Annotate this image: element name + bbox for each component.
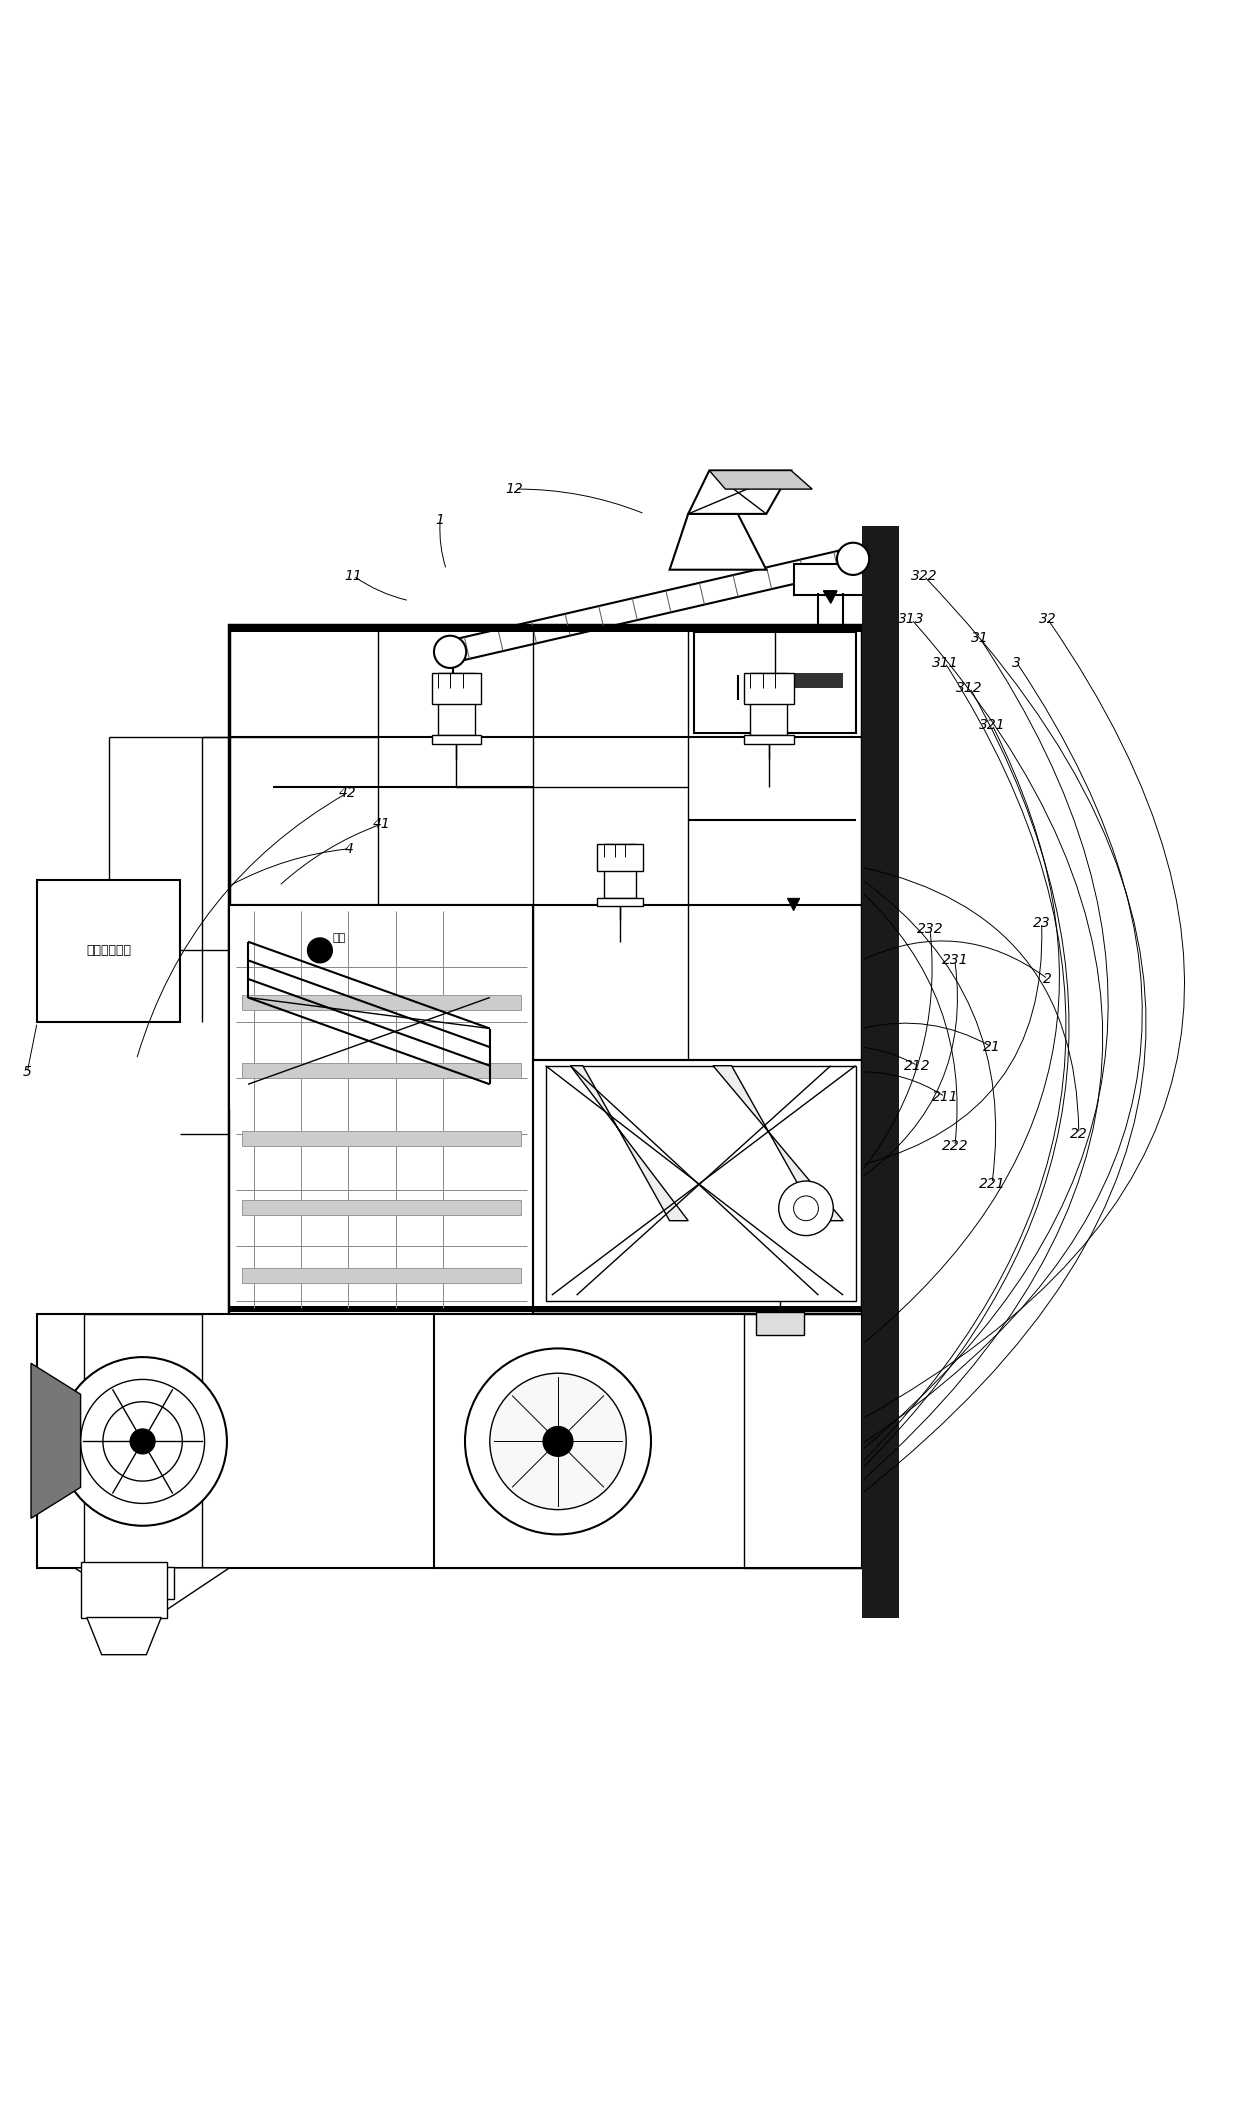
Text: 322: 322 [910, 568, 937, 583]
Circle shape [81, 1379, 205, 1502]
Bar [242, 1267, 521, 1282]
Text: 31: 31 [971, 631, 988, 644]
Bar [756, 1312, 804, 1335]
Bar [242, 1064, 521, 1079]
Bar [604, 843, 636, 898]
Bar [37, 879, 180, 1021]
Text: 自动控制系统: 自动控制系统 [86, 945, 131, 958]
Polygon shape [570, 1066, 688, 1221]
Bar [242, 996, 521, 1011]
Circle shape [837, 542, 869, 574]
Bar [136, 1566, 174, 1600]
Bar [229, 625, 862, 1314]
Polygon shape [546, 1066, 856, 1301]
Polygon shape [87, 1617, 161, 1655]
Polygon shape [787, 898, 800, 911]
Text: 313: 313 [898, 612, 925, 627]
Circle shape [794, 1195, 818, 1221]
Bar [81, 1562, 167, 1617]
Text: 32: 32 [1039, 612, 1056, 627]
Bar [744, 1314, 862, 1568]
Circle shape [434, 636, 466, 667]
Text: 5: 5 [22, 1066, 32, 1079]
Circle shape [58, 1356, 227, 1526]
Text: 211: 211 [931, 1089, 959, 1104]
Polygon shape [713, 1066, 843, 1221]
Bar [242, 1199, 521, 1214]
Bar [229, 905, 533, 1314]
Text: 22: 22 [1070, 1127, 1087, 1140]
Text: 321: 321 [978, 718, 1006, 731]
Polygon shape [74, 1568, 229, 1617]
Text: 23: 23 [1033, 915, 1050, 930]
Polygon shape [688, 470, 791, 515]
Bar [794, 564, 866, 595]
Polygon shape [709, 470, 812, 489]
Circle shape [130, 1428, 155, 1454]
Text: 2: 2 [1043, 973, 1053, 985]
Bar [434, 1314, 862, 1568]
Text: 221: 221 [978, 1176, 1006, 1191]
Bar [432, 672, 481, 704]
Text: 4: 4 [345, 841, 355, 856]
Text: 232: 232 [916, 922, 944, 937]
Text: 1: 1 [435, 513, 445, 528]
Circle shape [543, 1426, 573, 1456]
Circle shape [308, 939, 332, 962]
Text: 222: 222 [941, 1140, 968, 1153]
Circle shape [103, 1403, 182, 1481]
Bar [84, 1314, 202, 1568]
Bar [533, 1060, 862, 1314]
Bar [744, 672, 794, 704]
Text: 41: 41 [373, 818, 391, 831]
Text: 231: 231 [941, 954, 968, 966]
Circle shape [779, 1180, 833, 1235]
Text: 311: 311 [931, 655, 959, 670]
Bar [432, 735, 481, 744]
Circle shape [490, 1373, 626, 1509]
Text: 21: 21 [983, 1040, 1001, 1053]
Bar [694, 631, 856, 733]
Bar [598, 898, 642, 907]
Bar [744, 735, 794, 744]
Polygon shape [823, 591, 837, 604]
Bar [229, 625, 862, 631]
Bar [242, 1132, 521, 1146]
Circle shape [465, 1348, 651, 1534]
Text: 密度: 密度 [332, 932, 346, 943]
Bar [598, 843, 642, 871]
Bar [862, 526, 899, 1617]
Bar [37, 1314, 862, 1568]
Text: 212: 212 [904, 1060, 931, 1072]
Bar [750, 672, 787, 735]
Text: 3: 3 [1012, 655, 1022, 670]
Text: 42: 42 [339, 786, 356, 799]
Bar [784, 672, 843, 687]
Polygon shape [670, 515, 766, 570]
Polygon shape [31, 1363, 81, 1519]
Bar [438, 672, 475, 735]
Text: 12: 12 [506, 483, 523, 496]
Text: 11: 11 [345, 568, 362, 583]
Bar [229, 1305, 862, 1312]
Text: 312: 312 [956, 680, 983, 695]
